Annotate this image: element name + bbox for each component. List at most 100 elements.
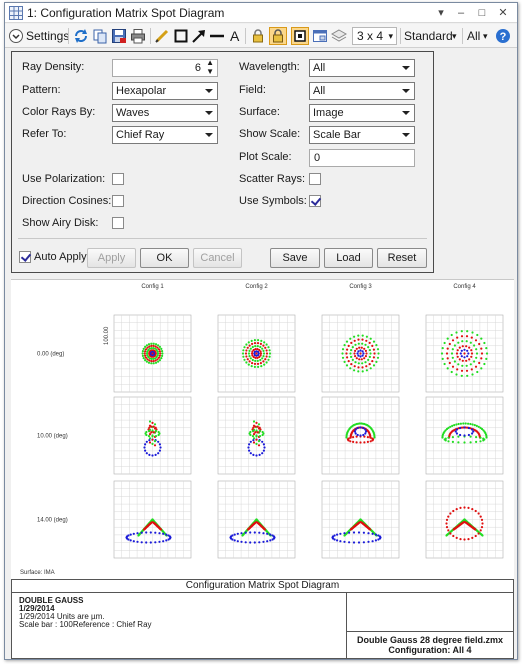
show-airy-disk-checkbox[interactable] [112, 217, 124, 229]
save-button[interactable]: Save [270, 248, 320, 268]
spot-point [469, 435, 472, 438]
ok-button[interactable]: OK [140, 248, 189, 268]
refresh-icon[interactable] [73, 28, 89, 44]
spot-point [341, 348, 345, 351]
spot-point [451, 339, 455, 342]
use-symbols-checkbox[interactable] [309, 195, 321, 207]
show-scale-dropdown[interactable]: Scale Bar [309, 126, 415, 144]
spot-point [145, 541, 148, 544]
spot-point [356, 433, 359, 437]
line-tool-icon[interactable] [209, 28, 225, 44]
reset-button[interactable]: Reset [377, 248, 427, 268]
cancel-button[interactable]: Cancel [193, 248, 242, 268]
surface-dropdown[interactable]: Image [309, 104, 415, 122]
settings-toggle-icon[interactable] [8, 28, 24, 44]
rectangle-tool-icon[interactable] [173, 28, 189, 44]
direction-cosines-checkbox[interactable] [112, 195, 124, 207]
standard-menu[interactable]: Standard [404, 29, 453, 43]
wavelength-dropdown[interactable]: All [309, 59, 415, 77]
text-tool-button[interactable]: A [230, 28, 240, 44]
spot-point [364, 355, 367, 358]
pattern-dropdown[interactable]: Hexapolar [112, 82, 218, 100]
plot-scale-input[interactable]: 0 [309, 149, 415, 167]
load-button[interactable]: Load [324, 248, 373, 268]
scatter-rays-checkbox[interactable] [309, 173, 321, 185]
spot-point [354, 432, 357, 435]
spot-point [361, 362, 364, 365]
use-polarization-checkbox[interactable] [112, 173, 124, 185]
auto-apply-checkbox[interactable] [19, 251, 31, 263]
settings-button[interactable]: Settings [26, 29, 70, 43]
spot-point [244, 541, 247, 544]
layout-select[interactable]: 3 x 4 ▾ [352, 27, 397, 45]
apply-button[interactable]: Apply [87, 248, 136, 268]
chevron-down-icon[interactable]: ▾ [452, 31, 457, 41]
color-rays-by-dropdown[interactable]: Waves [112, 104, 218, 122]
column-label: Config 3 [349, 284, 372, 290]
spot-point [355, 435, 358, 438]
spot-point [158, 443, 161, 446]
fit-view-icon[interactable] [291, 27, 309, 45]
chevron-down-icon[interactable]: ▾ [483, 31, 488, 41]
spot-point [255, 438, 258, 441]
spot-point [257, 365, 260, 368]
layers-icon[interactable] [331, 28, 347, 44]
spot-point [147, 429, 151, 432]
restore-button[interactable]: □ [478, 7, 486, 19]
spot-point [479, 529, 482, 532]
title-bar[interactable]: 1: Configuration Matrix Spot Diagram ▾ –… [5, 3, 517, 23]
spot-cell [425, 314, 504, 393]
spot-point [371, 344, 374, 347]
help-icon[interactable]: ? [495, 28, 511, 44]
spot-point [473, 360, 476, 363]
spinner-arrows-icon[interactable]: ▲ ▼ [206, 58, 214, 76]
pencil-icon[interactable] [154, 28, 170, 44]
auto-apply-label[interactable]: Auto Apply [34, 251, 87, 263]
spot-point [269, 539, 272, 542]
minimize-button[interactable]: – [457, 7, 465, 19]
refer-to-value: Chief Ray [116, 129, 165, 141]
all-menu[interactable]: All [467, 29, 481, 43]
spot-point [374, 533, 377, 536]
spot-point [252, 433, 256, 436]
spot-point [158, 345, 161, 348]
close-button[interactable]: ✕ [498, 7, 508, 19]
spot-point [157, 348, 161, 351]
spot-point [456, 355, 459, 358]
spot-point [348, 541, 351, 544]
window-layout-icon[interactable] [312, 28, 328, 44]
lock-active-icon[interactable] [269, 27, 287, 45]
spot-point [252, 348, 255, 352]
spot-point [245, 361, 248, 364]
spot-point [369, 367, 372, 370]
arrow-tool-icon[interactable] [191, 28, 207, 44]
spot-point [372, 340, 376, 343]
chevron-down-icon [205, 89, 213, 93]
save-icon[interactable] [111, 28, 127, 44]
window-menu-button[interactable]: ▾ [438, 7, 444, 19]
spot-point [471, 331, 474, 334]
spot-point [460, 369, 464, 372]
refer-to-label: Refer To: [22, 128, 67, 140]
ray-density-spinner[interactable]: 6 ▲ ▼ [112, 58, 218, 77]
spot-point [156, 354, 159, 357]
spot-point [255, 435, 258, 438]
spot-point [151, 442, 154, 445]
spot-point [252, 439, 255, 442]
spot-point [154, 361, 158, 364]
chevron-down-icon [205, 111, 213, 115]
spot-point [161, 350, 164, 353]
refer-to-dropdown[interactable]: Chief Ray [112, 126, 218, 144]
field-dropdown[interactable]: All [309, 82, 415, 100]
spot-point [453, 344, 456, 347]
print-icon[interactable] [130, 28, 146, 44]
spot-point [159, 352, 162, 355]
spot-point [449, 425, 452, 428]
copy-icon[interactable] [92, 28, 108, 44]
spot-point [469, 441, 472, 444]
spot-point [262, 344, 265, 347]
spot-point [157, 344, 160, 347]
lock-icon[interactable] [250, 28, 266, 44]
spot-point [465, 359, 468, 362]
spot-point [243, 346, 246, 349]
